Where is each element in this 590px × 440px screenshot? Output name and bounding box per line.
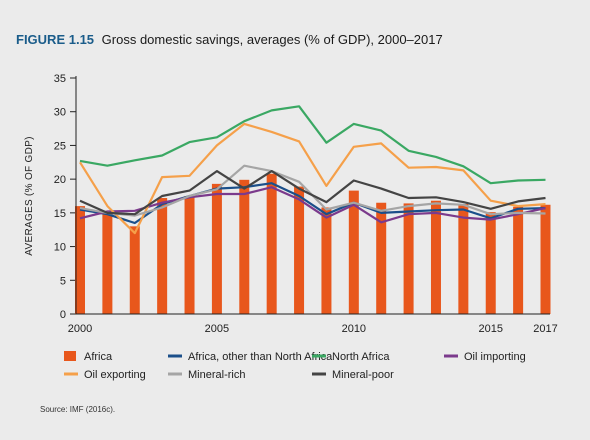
series-line-oil-exporting <box>79 122 546 235</box>
bar-2013 <box>430 200 441 314</box>
bar-2003 <box>157 198 168 314</box>
bar-2006 <box>239 179 250 314</box>
bar-2017 <box>540 204 551 314</box>
y-tick-label-15: 15 <box>54 208 66 220</box>
bar-2011 <box>376 202 387 314</box>
bar-2000 <box>75 206 85 314</box>
bar-2016 <box>513 206 524 314</box>
legend-label-mineral-poor: Mineral-poor <box>332 369 394 381</box>
x-tick-label-2015: 2015 <box>478 323 502 335</box>
y-tick-label-25: 25 <box>54 140 66 152</box>
series-line-north-africa <box>79 105 546 185</box>
figure-label: FIGURE 1.15 <box>16 32 95 47</box>
y-tick-label-0: 0 <box>60 309 66 321</box>
bar-2008 <box>294 186 305 314</box>
figure-title: Gross domestic savings, averages (% of G… <box>101 32 443 47</box>
y-tick-label-30: 30 <box>54 107 66 119</box>
y-tick-label-20: 20 <box>54 174 66 186</box>
bar-2012 <box>403 203 414 314</box>
series-line-mineral-poor <box>79 170 546 216</box>
bar-2007 <box>266 173 277 314</box>
y-axis-label: AVERAGES (% OF GDP) <box>24 136 35 255</box>
legend-label-oil-importing: Oil importing <box>464 351 526 363</box>
y-tick-label-35: 35 <box>54 73 66 85</box>
legend-label-north-africa: North Africa <box>332 351 390 363</box>
series-line-oil-importing <box>79 186 546 224</box>
y-tick-label-5: 5 <box>60 275 66 287</box>
x-tick-label-2017: 2017 <box>533 323 557 335</box>
bar-2009 <box>321 207 332 314</box>
bar-2002 <box>129 226 140 314</box>
y-tick-label-10: 10 <box>54 242 66 254</box>
x-tick-label-2005: 2005 <box>205 323 229 335</box>
legend-label-mineral-rich: Mineral-rich <box>188 369 245 381</box>
legend-label-oil-exporting: Oil exporting <box>84 369 146 381</box>
source-note: Source: IMF (2016c). <box>40 405 116 414</box>
bar-2005 <box>211 183 222 314</box>
x-tick-label-2000: 2000 <box>68 323 92 335</box>
legend-label-africa-other-than-north-africa: Africa, other than North Africa <box>188 351 333 363</box>
x-tick-label-2010: 2010 <box>342 323 366 335</box>
bar-2010 <box>348 190 359 314</box>
bar-2014 <box>458 204 469 314</box>
legend-label-africa: Africa <box>84 351 113 363</box>
legend-swatch-africa <box>64 351 76 361</box>
series-line-africa-other-than-north-africa <box>79 182 546 225</box>
bar-2015 <box>485 212 496 314</box>
bar-2001 <box>102 211 113 314</box>
bar-2004 <box>184 196 195 314</box>
figure-title-block: FIGURE 1.15 Gross domestic savings, aver… <box>16 32 443 47</box>
